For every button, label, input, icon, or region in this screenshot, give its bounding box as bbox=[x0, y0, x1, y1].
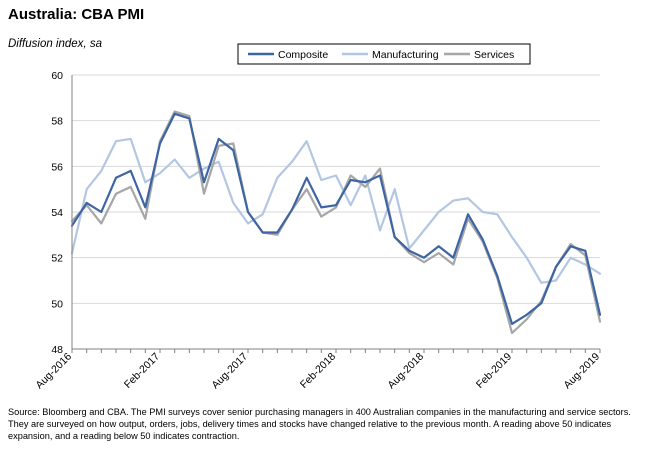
y-tick-label-52: 52 bbox=[51, 253, 63, 265]
chart-title: Australia: CBA PMI bbox=[8, 6, 145, 23]
y-tick-label-56: 56 bbox=[51, 161, 63, 173]
y-tick-label-48: 48 bbox=[51, 344, 63, 356]
legend-label-composite: Composite bbox=[278, 49, 328, 61]
source-note: Source: Bloomberg and CBA. The PMI surve… bbox=[8, 407, 631, 441]
y-tick-label-54: 54 bbox=[51, 207, 63, 219]
series-line-services bbox=[70, 110, 602, 335]
gridlines bbox=[72, 74, 600, 350]
pmi-line-chart: 48 50 52 54 56 58 60 Aug-2016 Feb-2017 Aug-2017 Fe… bbox=[33, 43, 602, 391]
x-tick-label-Aug-2018: Aug-2018 bbox=[385, 351, 426, 392]
x-tick-label-Aug-2019: Aug-2019 bbox=[561, 351, 602, 392]
series-line-manufacturing bbox=[70, 137, 602, 284]
x-tick-label-Feb-2019: Feb-2019 bbox=[474, 351, 514, 391]
x-tick-label-Aug-2016: Aug-2016 bbox=[33, 351, 74, 392]
legend: Composite Manufacturing Services bbox=[237, 43, 531, 65]
legend-box bbox=[237, 43, 531, 65]
axes: 48 50 52 54 56 58 60 Aug-2016 Feb-2017 Aug-2017 Fe… bbox=[33, 70, 602, 391]
legend-label-manufacturing: Manufacturing bbox=[372, 49, 439, 61]
x-tick-label-Feb-2018: Feb-2018 bbox=[298, 351, 338, 391]
series-line-composite bbox=[70, 112, 602, 325]
y-tick-label-58: 58 bbox=[51, 116, 63, 128]
legend-label-services: Services bbox=[474, 49, 514, 61]
y-tick-label-50: 50 bbox=[51, 298, 63, 310]
x-tick-label-Aug-2017: Aug-2017 bbox=[209, 351, 250, 392]
y-tick-label-60: 60 bbox=[51, 70, 63, 82]
y-axis-unit-label: Diffusion index, sa bbox=[8, 38, 102, 50]
series-lines bbox=[70, 110, 602, 335]
x-tick-label-Feb-2017: Feb-2017 bbox=[122, 351, 162, 391]
